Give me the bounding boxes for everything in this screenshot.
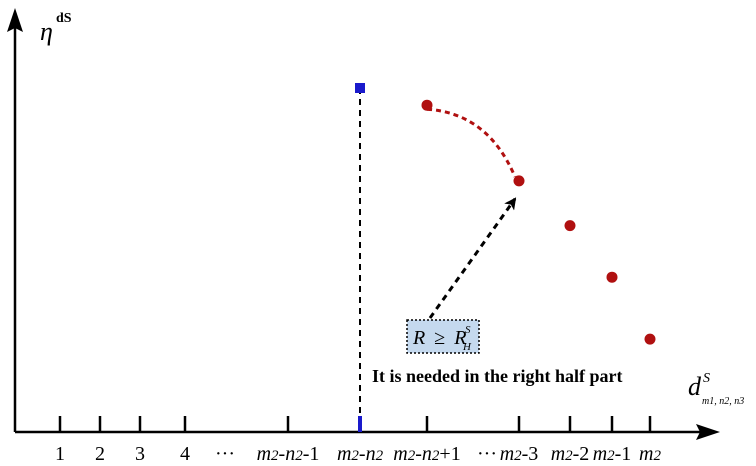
- x-tick-label: m2: [639, 443, 661, 465]
- data-point-circle: [564, 220, 576, 232]
- formula-rhs-sup: S: [465, 324, 471, 336]
- x-tick-labels: 1 2 3 4 ··· m2-n2-1 m2-n2 m2-n2+1 ··· m2-3 m2-2 m2-…: [55, 443, 661, 465]
- data-point-circle: [421, 99, 433, 111]
- formula-rhs-sub: H: [462, 341, 472, 353]
- annotation-box-rect: [406, 319, 480, 354]
- x-tick-label: m2-3: [500, 443, 539, 465]
- data-point-circle: [644, 333, 656, 345]
- x-axis-title: d: [688, 372, 702, 401]
- data-point-square: [355, 83, 365, 93]
- y-axis-arrowhead: [7, 8, 23, 32]
- x-axis-title-sub: m1, n2, n3: [702, 396, 744, 407]
- x-tick-label: m2-2: [551, 443, 590, 465]
- formula-rhs: R: [453, 327, 466, 349]
- annotation-text: It is needed in the right half part: [372, 366, 623, 386]
- x-tick-label: m2-n2+1: [393, 443, 460, 465]
- formula-lhs: R: [412, 327, 425, 349]
- axes: [7, 8, 720, 440]
- dashed-curve: [426, 107, 517, 178]
- x-tick-label: 4: [180, 443, 190, 465]
- y-axis-symbol: η: [40, 17, 53, 46]
- x-tick-label: 3: [135, 443, 145, 465]
- x-tick-label: ···: [477, 443, 497, 465]
- annotation-formula: R ≥ R: [412, 327, 466, 349]
- x-tick-label: m2-1: [593, 443, 632, 465]
- x-axis-title-sup: S: [703, 371, 710, 386]
- x-tick-label: 2: [95, 443, 105, 465]
- x-axis-arrowhead: [696, 424, 720, 440]
- y-axis-sup-text: dS: [56, 11, 72, 26]
- data-points: [355, 83, 656, 345]
- formula-relation: ≥: [434, 327, 445, 349]
- x-ticks: [58, 416, 652, 432]
- data-point-circle: [606, 271, 618, 283]
- x-tick-label: 1: [55, 443, 65, 465]
- data-point-circle: [513, 175, 525, 187]
- y-axis-title: η: [40, 17, 53, 46]
- x-tick-label: ···: [215, 443, 235, 465]
- y-axis-title-sup: dS: [56, 11, 72, 26]
- annotation-arrow: [428, 197, 517, 319]
- annotation-box: R ≥ R S H: [406, 319, 480, 354]
- x-tick-label: m2-n2-1: [257, 443, 320, 465]
- x-tick-label: m2-n2: [337, 443, 384, 465]
